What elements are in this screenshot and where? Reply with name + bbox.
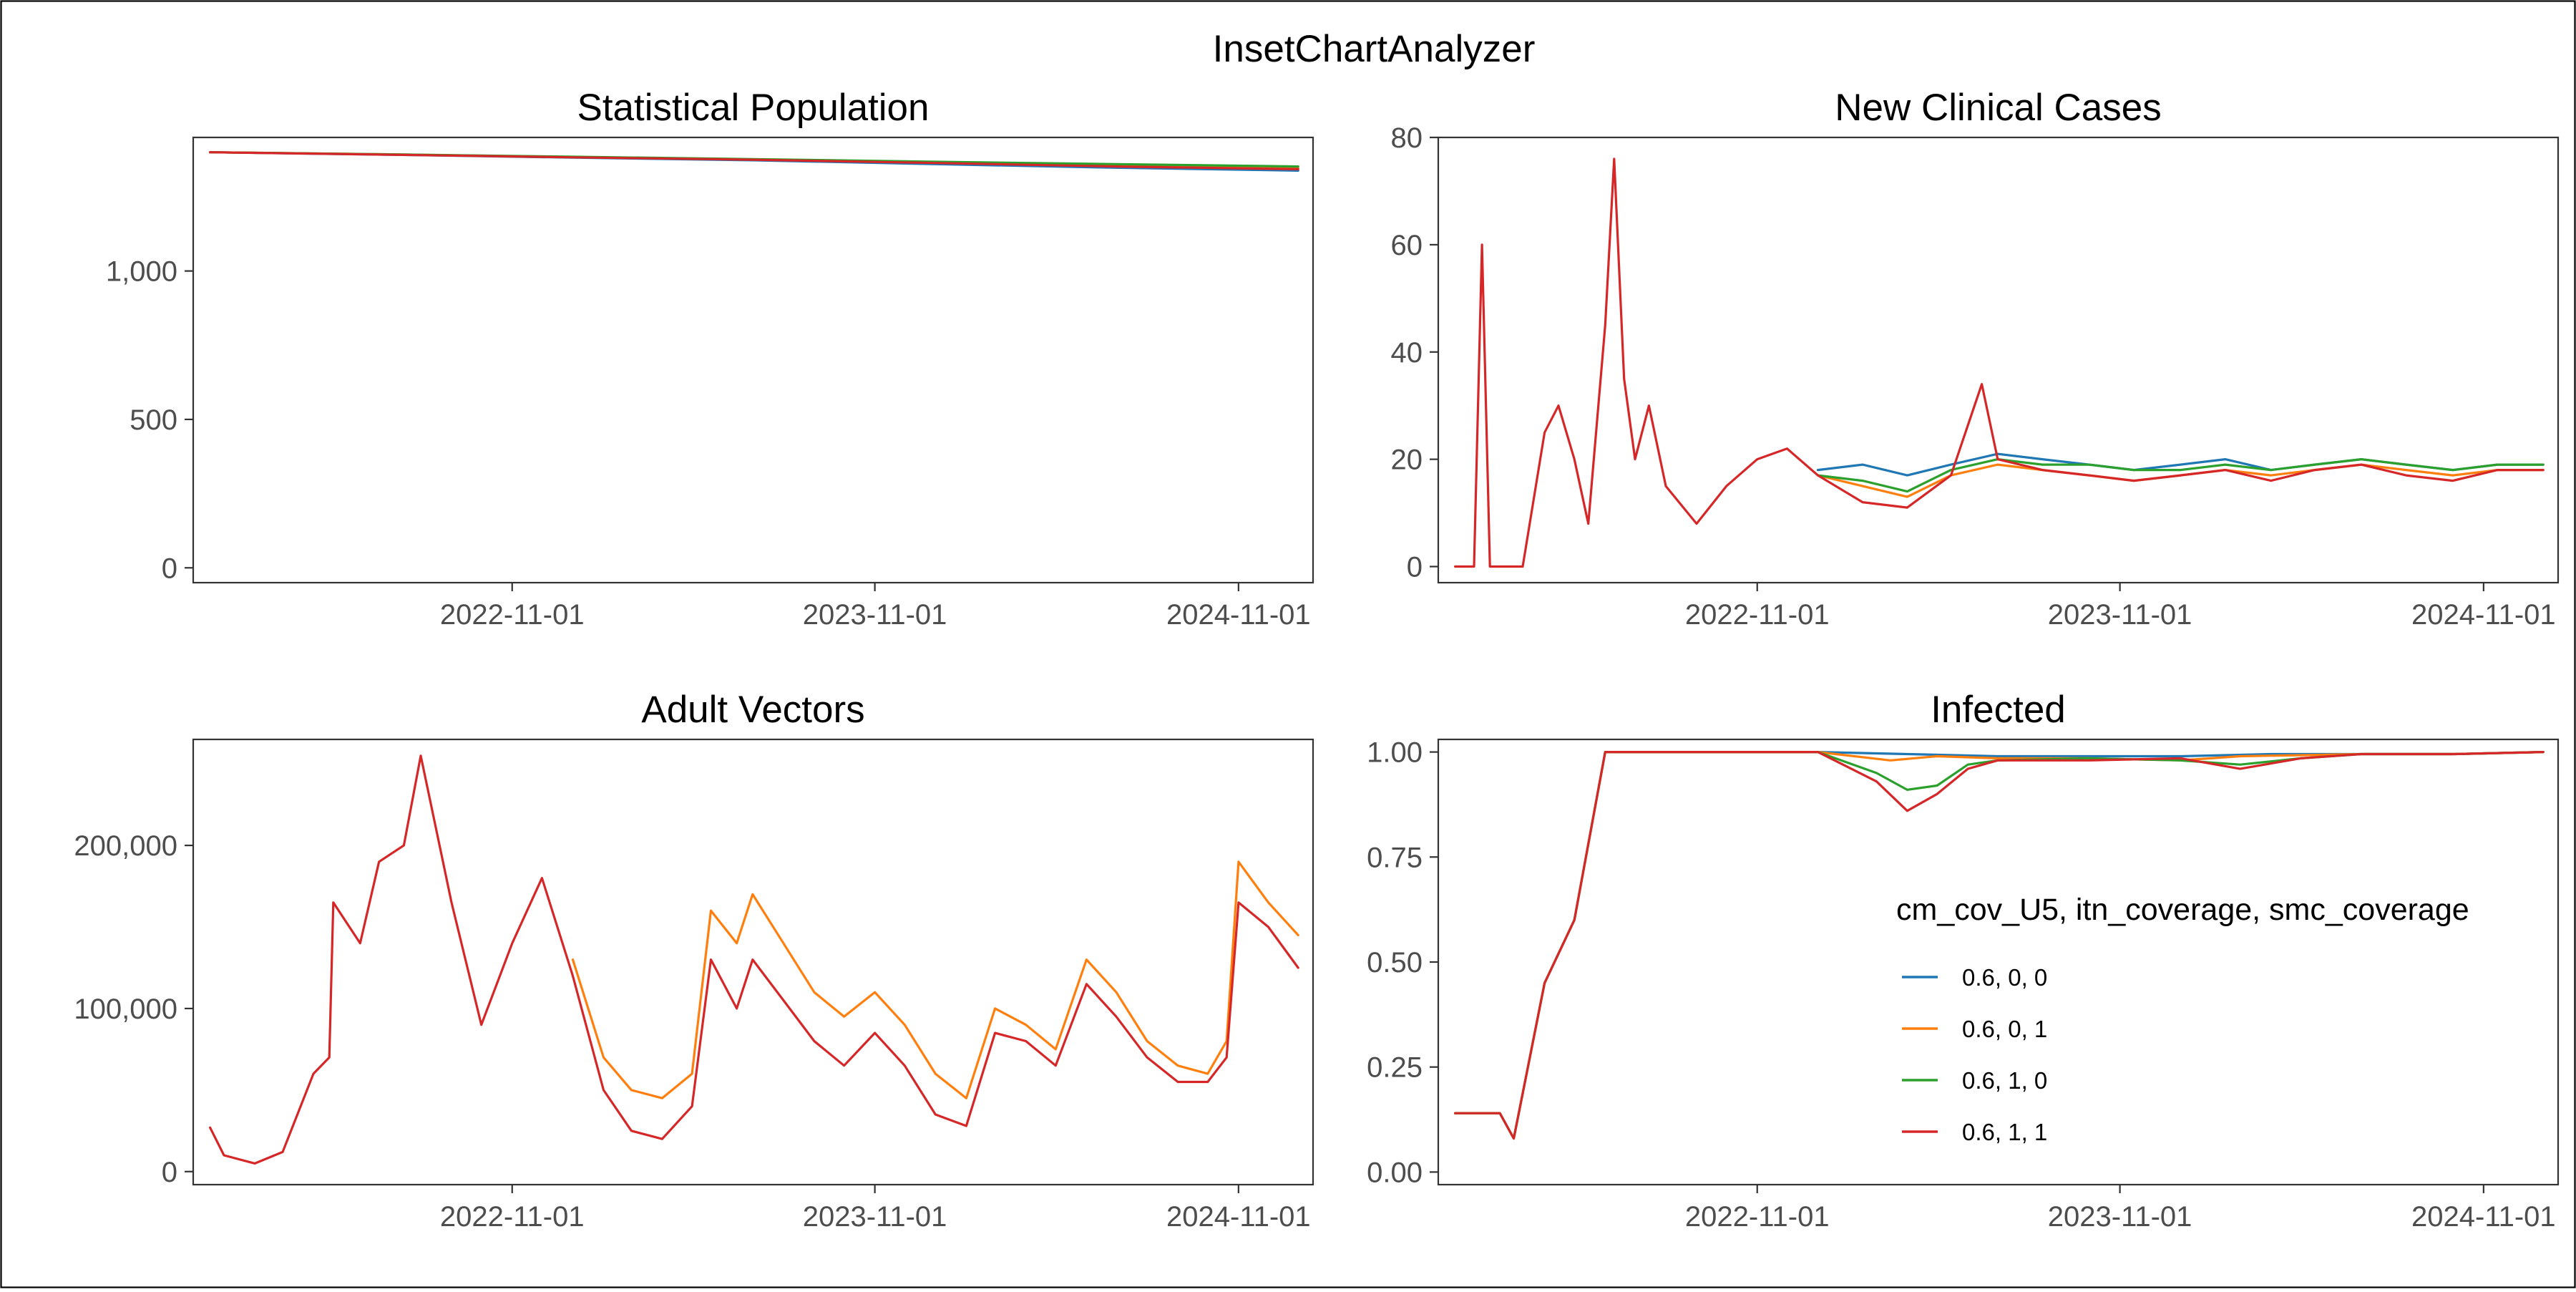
y-tick-label-200-000-adult-vectors: 200,000 [74, 830, 177, 862]
panel-title-new-clinical-cases: New Clinical Cases [1835, 87, 2162, 129]
panel-statistical-population: Statistical Population 2022-11-01 2023-11-… [106, 87, 1314, 631]
legend-label-0-6-0-0: 0.6, 0, 0 [1962, 964, 2047, 991]
x-tick-label-2022-11-01-new-clinical-cases: 2022-11-01 [1685, 599, 1830, 631]
series-group-adult-vectors [209, 754, 1299, 1165]
y-tick-label-1-00-infected: 1.00 [1367, 737, 1423, 769]
panel-infected: Infected 2022-11-01 2023-11-01 2024-11-01 0.… [1367, 689, 2560, 1233]
x-tick-label-2023-11-01-adult-vectors: 2023-11-01 [803, 1201, 947, 1233]
legend: cm_cov_U5, itn_coverage, smc_coverage 0.6… [1896, 893, 2469, 1145]
legend-title: cm_cov_U5, itn_coverage, smc_coverage [1896, 893, 2469, 927]
y-tick-label-40-new-clinical-cases: 40 [1391, 337, 1423, 369]
x-tick-label-2023-11-01-infected: 2023-11-01 [2048, 1201, 2192, 1233]
x-tick-label-2023-11-01-statistical-population: 2023-11-01 [803, 599, 947, 631]
series-line-0-6-1-1-new-clinical-cases [1454, 157, 2545, 568]
figure-title: InsetChartAnalyzer [1213, 28, 1536, 70]
panel-new-clinical-cases: New Clinical Cases 2022-11-01 2023-11-01 20… [1391, 87, 2560, 631]
series-line-0-6-0-1-adult-vectors [571, 860, 1299, 1099]
y-tick-label-0-25-infected: 0.25 [1367, 1052, 1423, 1084]
legend-label-0-6-0-1: 0.6, 0, 1 [1962, 1016, 2047, 1042]
series-group-statistical-population [209, 151, 1299, 172]
series-line-0-6-1-1-adult-vectors [209, 754, 1299, 1165]
panel-title-infected: Infected [1931, 689, 2066, 731]
x-tick-label-2024-11-01-statistical-population: 2024-11-01 [1166, 599, 1311, 631]
series-group-new-clinical-cases [1454, 157, 2545, 568]
panel-border-statistical-population [192, 136, 1314, 584]
y-tick-label-0-new-clinical-cases: 0 [1407, 552, 1423, 583]
panels-layer: Statistical Population 2022-11-01 2023-11-… [74, 87, 2560, 1233]
y-tick-label-1-000-statistical-population: 1,000 [106, 256, 177, 288]
y-tick-label-0-adult-vectors: 0 [162, 1157, 177, 1188]
y-tick-label-500-statistical-population: 500 [130, 404, 177, 436]
series-line-0-6-1-1-infected [1454, 751, 2545, 1140]
panel-title-adult-vectors: Adult Vectors [641, 689, 864, 731]
panel-title-statistical-population: Statistical Population [577, 87, 929, 129]
series-line-0-6-1-0-new-clinical-cases [1816, 458, 2545, 493]
panel-adult-vectors: Adult Vectors 2022-11-01 2023-11-01 2024-11… [74, 689, 1314, 1233]
y-tick-label-80-new-clinical-cases: 80 [1391, 122, 1423, 154]
x-tick-label-2022-11-01-adult-vectors: 2022-11-01 [440, 1201, 585, 1233]
legend-label-0-6-1-1: 0.6, 1, 1 [1962, 1119, 2047, 1145]
y-tick-label-0-00-infected: 0.00 [1367, 1157, 1423, 1188]
series-group-infected [1454, 751, 2545, 1140]
y-tick-label-100-000-adult-vectors: 100,000 [74, 994, 177, 1025]
x-tick-label-2022-11-01-infected: 2022-11-01 [1685, 1201, 1830, 1233]
x-tick-label-2023-11-01-new-clinical-cases: 2023-11-01 [2048, 599, 2192, 631]
y-tick-label-60-new-clinical-cases: 60 [1391, 230, 1423, 261]
x-tick-label-2022-11-01-statistical-population: 2022-11-01 [440, 599, 585, 631]
y-tick-label-20-new-clinical-cases: 20 [1391, 445, 1423, 476]
series-line-0-6-1-1-statistical-population [209, 151, 1299, 170]
x-tick-label-2024-11-01-adult-vectors: 2024-11-01 [1166, 1201, 1311, 1233]
panel-border-new-clinical-cases [1437, 136, 2560, 584]
y-tick-label-0-50-infected: 0.50 [1367, 947, 1423, 978]
x-tick-label-2024-11-01-new-clinical-cases: 2024-11-01 [2411, 599, 2556, 631]
legend-label-0-6-1-0: 0.6, 1, 0 [1962, 1067, 2047, 1094]
y-tick-label-0-75-infected: 0.75 [1367, 842, 1423, 873]
panel-border-infected [1437, 738, 2560, 1186]
y-tick-label-0-statistical-population: 0 [162, 553, 177, 584]
x-tick-label-2024-11-01-infected: 2024-11-01 [2411, 1201, 2556, 1233]
